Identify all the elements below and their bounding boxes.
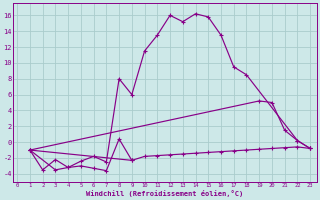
X-axis label: Windchill (Refroidissement éolien,°C): Windchill (Refroidissement éolien,°C) [86, 190, 244, 197]
